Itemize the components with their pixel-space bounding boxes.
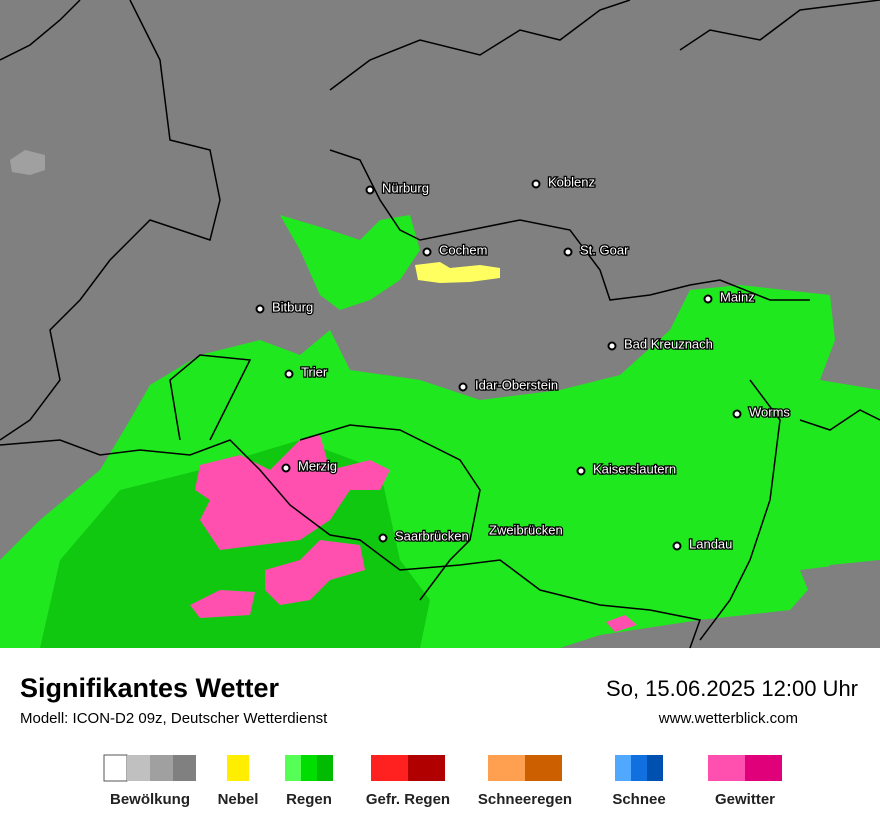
city-dot: [281, 463, 291, 473]
map: Nürburg Koblenz Cochem St. Goar Bitburg Mainz…: [0, 0, 880, 649]
fog-area: [415, 262, 500, 283]
border-line: [0, 439, 701, 649]
border-line: [699, 379, 781, 641]
city-label: Merzig: [298, 458, 337, 473]
city-label: Bitburg: [272, 299, 313, 314]
url: www.wetterblick.com: [658, 710, 798, 727]
city-label: Saarbrücken: [395, 528, 469, 543]
city-dot: [365, 185, 375, 195]
city-dot: [672, 541, 682, 551]
city-dot: [378, 533, 388, 543]
legend-label: Gewitter: [715, 791, 775, 808]
city-label: Trier: [301, 364, 328, 379]
legend-swatch: [525, 755, 562, 781]
legend-swatch: [103, 754, 128, 782]
legend-label: Gefr. Regen: [366, 791, 450, 808]
thunderstorm-area: [265, 540, 365, 605]
subtitle: Modell: ICON-D2 09z, Deutscher Wetterdie…: [20, 710, 328, 727]
legend-label: Regen: [286, 791, 332, 808]
city-label: Worms: [749, 404, 790, 419]
city-label: Idar-Oberstein: [475, 377, 558, 392]
border-line: [799, 409, 880, 431]
legend-swatch: [227, 755, 249, 781]
legend-swatch: [127, 755, 150, 781]
legend-label: Schneeregen: [478, 791, 572, 808]
city-labels: Nürburg Koblenz Cochem St. Goar Bitburg Mainz…: [255, 173, 792, 553]
border-line: [0, 0, 221, 441]
border-line: [329, 0, 631, 91]
date: So, 15.06.2025 12:00 Uhr: [606, 676, 858, 701]
city-dot: [563, 247, 573, 257]
legend-label: Schnee: [612, 791, 665, 808]
border-line: [679, 0, 880, 51]
city-dot: [255, 304, 265, 314]
city-label: Kaiserslautern: [593, 461, 676, 476]
border-line: [169, 354, 252, 441]
light-rain-area: [280, 215, 420, 310]
border-line: [0, 0, 81, 61]
city-dot: [422, 247, 432, 257]
legend-label: Nebel: [218, 791, 259, 808]
legend-swatch: [285, 755, 301, 781]
border-line: [329, 149, 810, 301]
border-line: [299, 424, 481, 601]
legend-swatch: [631, 755, 647, 781]
city-dot: [607, 341, 617, 351]
legend-swatch: [317, 755, 333, 781]
city-dot: [732, 409, 742, 419]
city-label: Koblenz: [548, 174, 595, 189]
city-label: Bad Kreuznach: [624, 336, 713, 351]
legend-label: Bewölkung: [110, 791, 190, 808]
city-label: Landau: [689, 536, 732, 551]
city-label: Mainz: [720, 289, 755, 304]
city-label: Nürburg: [382, 180, 429, 195]
city-dot: [703, 294, 713, 304]
city-dot: [284, 369, 294, 379]
thunderstorm-area: [195, 435, 390, 550]
city-label: Zweibrücken: [489, 522, 563, 537]
legend-swatch: [647, 755, 663, 781]
legend-swatch: [488, 755, 525, 781]
cloud-patch: [10, 150, 45, 175]
title: Signifikantes Wetter: [20, 673, 280, 703]
legend-swatch: [371, 755, 408, 781]
city-dot: [576, 466, 586, 476]
thunderstorm-area: [190, 590, 255, 618]
cloud-patch: [800, 560, 880, 625]
legend: Bewölkung Nebel Regen Gefr. Regen Schneerege…: [103, 754, 782, 808]
city-label: Cochem: [439, 242, 487, 257]
legend-swatch: [745, 755, 782, 781]
legend-swatch: [615, 755, 631, 781]
legend-swatch: [301, 755, 317, 781]
legend-swatch: [150, 755, 173, 781]
footer: Signifikantes Wetter Modell: ICON-D2 09z…: [20, 673, 858, 808]
city-dot: [531, 179, 541, 189]
thunderstorm-area: [606, 615, 637, 632]
legend-swatch: [408, 755, 445, 781]
city-label: St. Goar: [580, 242, 629, 257]
city-dot: [458, 382, 468, 392]
legend-swatch: [173, 755, 196, 781]
legend-swatch: [708, 755, 745, 781]
